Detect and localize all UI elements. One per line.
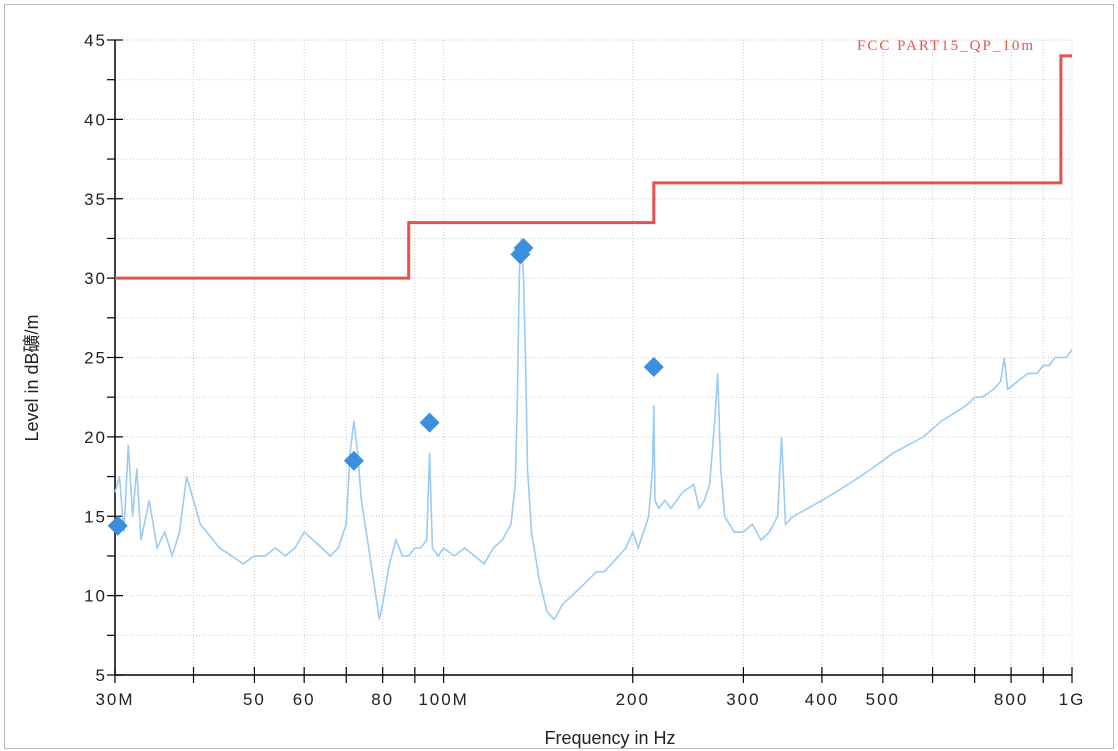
x-tick-label: 80 bbox=[371, 690, 394, 709]
spectrum-series bbox=[114, 238, 1073, 621]
y-axis-title: Level in dB礦/m bbox=[22, 314, 42, 441]
y-tick-label: 15 bbox=[84, 507, 107, 526]
y-tick-label: 5 bbox=[96, 666, 107, 685]
peak-marker bbox=[343, 450, 364, 471]
x-tick-label: 50 bbox=[243, 690, 266, 709]
x-axis-title: Frequency in Hz bbox=[544, 728, 675, 748]
tick-labels: 30M 50 60 80 100M 200 300 400 500 800 1G 5 10 15 20 25 3… bbox=[84, 31, 1086, 709]
limit-series bbox=[115, 54, 1072, 280]
spectrum-line bbox=[114, 238, 1073, 621]
x-tick-label: 30M bbox=[95, 690, 134, 709]
chart-frame bbox=[4, 4, 1114, 749]
x-tick-label: 60 bbox=[293, 690, 316, 709]
grid-lines bbox=[114, 39, 1073, 676]
y-tick-label: 30 bbox=[84, 269, 107, 288]
x-tick-label: 200 bbox=[616, 690, 650, 709]
axes bbox=[107, 39, 1073, 683]
x-tick-label: 800 bbox=[994, 690, 1028, 709]
peak-marker bbox=[513, 237, 534, 258]
x-tick-label: 300 bbox=[726, 690, 760, 709]
y-tick-label: 10 bbox=[84, 587, 107, 606]
x-tick-label: 400 bbox=[805, 690, 839, 709]
peak-marker bbox=[107, 515, 128, 536]
y-tick-label: 25 bbox=[84, 349, 107, 368]
y-tick-label: 20 bbox=[84, 428, 107, 447]
peak-markers bbox=[107, 237, 664, 536]
y-tick-label: 40 bbox=[84, 110, 107, 129]
x-tick-label: 1G bbox=[1059, 690, 1086, 709]
peak-marker bbox=[643, 357, 664, 378]
limit-line bbox=[115, 54, 1072, 280]
limit-line-label: FCC PART15_QP_10m bbox=[857, 38, 1035, 54]
x-tick-label: 500 bbox=[866, 690, 900, 709]
peak-marker bbox=[419, 412, 440, 433]
y-tick-label: 45 bbox=[84, 31, 107, 50]
y-tick-label: 35 bbox=[84, 190, 107, 209]
x-tick-label: 100M bbox=[418, 690, 469, 709]
